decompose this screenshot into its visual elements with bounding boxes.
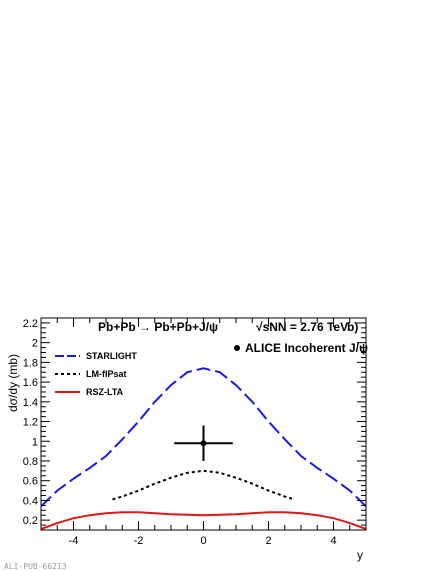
y-tick-label: 1.6: [23, 377, 38, 389]
y-tick-label: 0.2: [23, 515, 38, 527]
plot-title: Pb+Pb → Pb+Pb+J/ψ √sNN = 2.76 TeV b): [98, 320, 358, 334]
x-axis: -4 -2 0 2 4: [40, 318, 367, 547]
legend-label: RSZ-LTA: [86, 387, 124, 397]
data-point: [200, 440, 207, 447]
y-tick-label: 0.4: [23, 495, 38, 507]
x-tick-label: 4: [330, 535, 336, 547]
legend-label: LM-fIPsat: [86, 369, 127, 379]
y-tick-label: 1: [32, 436, 38, 448]
x-tick-label: -4: [69, 535, 79, 547]
legend-marker: [234, 345, 240, 351]
legend: STARLIGHT LM-fIPsat RSZ-LTA ALICE Incoheren…: [55, 341, 368, 397]
panel-label: b): [347, 320, 358, 334]
y-axis: 0.2 0.4 0.6 0.8 1 1.2 1.4 1.6 1.8 2 2.2: [23, 317, 366, 527]
y-tick-label: 0.8: [23, 456, 38, 468]
x-tick-label: 2: [265, 535, 271, 547]
y-tick-label: 2.2: [23, 318, 38, 330]
x-tick-label: 0: [200, 535, 206, 547]
y-tick-label: 2: [32, 338, 38, 350]
x-axis-title: y: [357, 548, 363, 562]
series-line-lm-fipsat: [112, 469, 295, 501]
y-tick-label: 1.4: [23, 397, 38, 409]
process-label: Pb+Pb → Pb+Pb+J/ψ: [98, 320, 218, 334]
series-line-starlight: [40, 367, 367, 508]
y-tick-label: 1.2: [23, 417, 38, 429]
x-tick-label: -2: [134, 535, 144, 547]
series-line-rsz-lta: [40, 511, 367, 530]
y-axis-title: dσ/dy (mb): [6, 354, 20, 412]
energy-label: √sNN = 2.76 TeV: [256, 320, 348, 334]
figure-id-label: ALI-PUB-66213: [4, 562, 67, 571]
y-tick-label: 0.6: [23, 476, 38, 488]
y-tick-label: 1.8: [23, 357, 38, 369]
legend-label: STARLIGHT: [86, 351, 137, 361]
legend-label: ALICE Incoherent J/ψ: [245, 341, 368, 355]
